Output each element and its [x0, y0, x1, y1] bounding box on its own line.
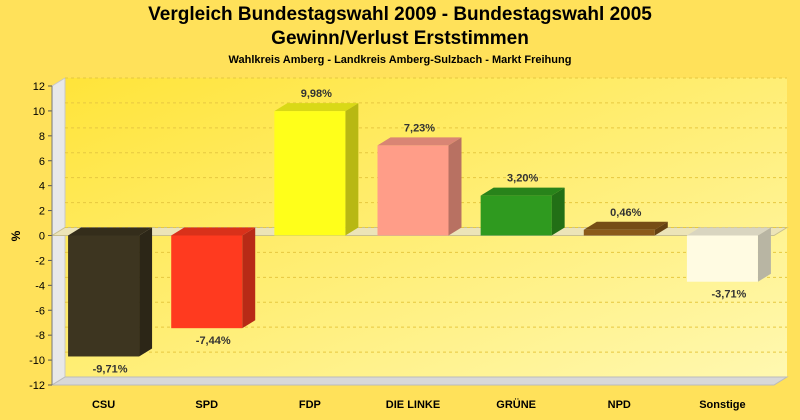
x-tick-label: SPD [195, 399, 218, 411]
x-tick-label: DIE LINKE [386, 399, 440, 411]
data-label: 7,23% [404, 122, 435, 134]
bar-side [654, 221, 668, 236]
bar-top [480, 187, 565, 196]
bar-top [686, 227, 771, 236]
bar-side [139, 227, 153, 357]
x-tick-label: NPD [608, 399, 631, 411]
data-label: -3,71% [711, 289, 746, 301]
y-tick-label: -12 [29, 380, 45, 392]
y-tick-label: 4 [39, 181, 45, 193]
y-tick-label: 12 [33, 81, 45, 93]
bar [274, 111, 346, 236]
bar [583, 229, 655, 236]
chart-region-subtitle: Wahlkreis Amberg - Landkreis Amberg-Sulz… [228, 54, 572, 66]
bar-top [171, 227, 256, 236]
x-tick-label: FDP [299, 399, 321, 411]
data-label: 9,98% [301, 88, 332, 100]
bar [686, 235, 758, 282]
x-tick-label: GRÜNE [496, 398, 536, 411]
bar [171, 235, 243, 329]
data-label: 3,20% [507, 173, 538, 185]
bar-side [551, 187, 565, 236]
y-tick-label: 8 [39, 131, 45, 143]
bar [68, 235, 140, 357]
y-tick-label: 2 [39, 206, 45, 218]
chart-subtitle: Gewinn/Verlust Erststimmen [271, 28, 529, 49]
y-tick-label: -2 [35, 255, 45, 267]
x-tick-label: Sonstige [699, 399, 745, 411]
plot-floor [50, 376, 789, 386]
x-tick-label: CSU [92, 399, 115, 411]
bar-top [68, 227, 153, 236]
y-tick-label: -10 [29, 355, 45, 367]
y-tick-label: 10 [33, 106, 45, 118]
y-axis-label: % [9, 230, 23, 241]
bar-top [274, 103, 359, 112]
chart-title: Vergleich Bundestagswahl 2009 - Bundesta… [148, 4, 652, 25]
bar [480, 195, 552, 236]
data-label: -9,71% [93, 363, 128, 375]
y-tick-label: -8 [35, 330, 45, 342]
data-label: 0,46% [610, 207, 641, 219]
y-tick-label: -6 [35, 305, 45, 317]
bar-side [345, 103, 359, 236]
bar-side [448, 137, 462, 236]
y-tick-label: 6 [39, 156, 45, 168]
bar-side [242, 227, 256, 329]
data-label: -7,44% [196, 335, 231, 347]
bar-side [757, 227, 771, 282]
bar-top [583, 221, 668, 230]
bar [377, 145, 449, 236]
y-tick-label: -4 [35, 280, 45, 292]
y-tick-label: 0 [39, 231, 45, 243]
bar-top [377, 137, 462, 146]
